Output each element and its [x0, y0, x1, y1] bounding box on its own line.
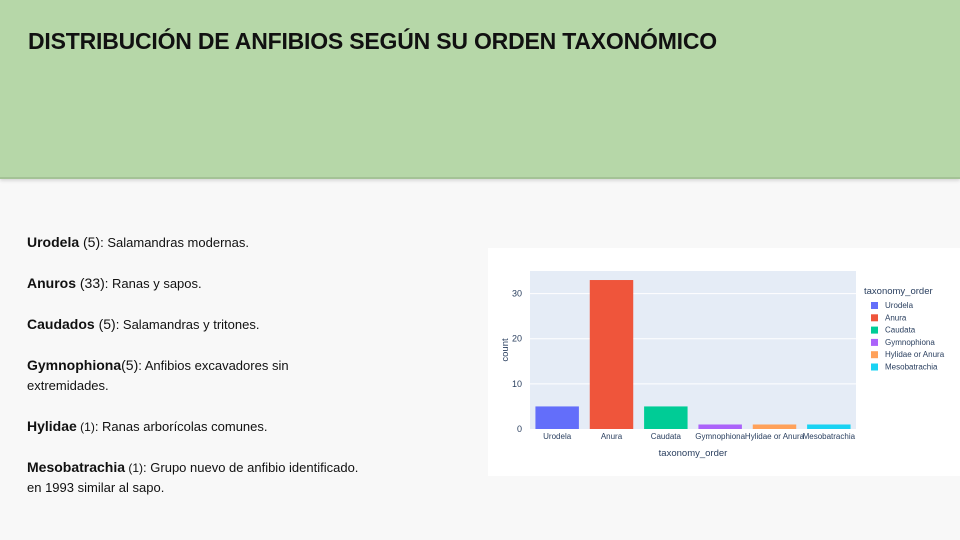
bar-chart: 0 10 20 30 Urodela Anura Caudata Gymnophiona Hyl…	[488, 248, 960, 476]
order-name: Hylidae	[27, 418, 77, 434]
order-desc: : Grupo nuevo de anfibio identificado.	[143, 460, 359, 475]
order-desc: : Ranas arborícolas comunes.	[94, 419, 268, 434]
order-desc: : Ranas y sapos.	[104, 276, 202, 291]
legend-label: Gymnophiona	[885, 338, 935, 347]
plot-area	[530, 271, 856, 429]
order-count: (1)	[76, 420, 95, 434]
x-axis-title: taxonomy_order	[659, 448, 728, 459]
order-name: Urodela	[27, 234, 80, 250]
order-desc-cont: en 1993 similar al sapo.	[27, 480, 165, 495]
order-description-list: Urodela (5): Salamandras modernas. Anuro…	[27, 232, 372, 498]
list-item: Mesobatrachia (1): Grupo nuevo de anfibi…	[27, 457, 372, 498]
order-desc: : Anfibios excavadores sin	[138, 358, 289, 373]
bar	[752, 424, 797, 429]
bar	[807, 424, 851, 429]
bar	[589, 280, 634, 429]
legend-label: Urodela	[885, 301, 914, 310]
bar	[644, 406, 688, 429]
legend-swatch	[871, 338, 878, 346]
list-item: Anuros (33): Ranas y sapos.	[27, 273, 372, 294]
order-desc: : Salamandras y tritones.	[115, 317, 260, 332]
bar	[535, 406, 579, 429]
legend-label: Caudata	[885, 326, 916, 335]
legend-label: Anura	[885, 313, 907, 322]
y-tick-label: 0	[517, 424, 522, 434]
x-tick-label: Caudata	[651, 432, 682, 441]
order-name: Caudados	[27, 316, 95, 332]
legend-label: Mesobatrachia	[885, 363, 938, 372]
header-banner: DISTRIBUCIÓN DE ANFIBIOS SEGÚN SU ORDEN …	[0, 0, 960, 179]
x-tick-label: Urodela	[543, 432, 572, 441]
order-name: Gymnophiona	[27, 357, 122, 373]
list-item: Hylidae (1): Ranas arborícolas comunes.	[27, 416, 372, 437]
order-count: (5)	[79, 234, 101, 250]
order-count: (5)	[121, 357, 139, 373]
order-desc-cont: extremidades.	[27, 378, 109, 393]
order-name: Mesobatrachia	[27, 459, 126, 475]
x-tick-label: Mesobatrachia	[803, 432, 856, 441]
legend-swatch	[871, 351, 878, 359]
order-count: (33)	[76, 275, 105, 291]
slide-title: DISTRIBUCIÓN DE ANFIBIOS SEGÚN SU ORDEN …	[28, 28, 717, 54]
x-tick-label: Gymnophiona	[695, 432, 745, 441]
legend-title: taxonomy_order	[864, 286, 933, 297]
y-tick-label: 10	[512, 379, 522, 389]
legend-label: Hylidae or Anura	[885, 350, 945, 359]
order-desc: : Salamandras modernas.	[100, 235, 249, 250]
legend-swatch	[871, 302, 878, 309]
order-count: (5)	[94, 316, 116, 332]
order-name: Anuros	[27, 275, 76, 291]
y-tick-label: 30	[512, 289, 522, 299]
legend-swatch	[871, 314, 878, 322]
list-item: Gymnophiona(5): Anfibios excavadores sin…	[27, 355, 372, 396]
list-item: Caudados (5): Salamandras y tritones.	[27, 314, 372, 335]
legend-swatch	[871, 326, 878, 334]
bar	[698, 424, 742, 429]
list-item: Urodela (5): Salamandras modernas.	[27, 232, 372, 253]
x-tick-label: Anura	[601, 432, 623, 441]
order-count: (1)	[125, 461, 144, 475]
x-tick-label: Hylidae or Anura	[745, 432, 805, 441]
y-tick-label: 20	[512, 334, 522, 344]
legend-swatch	[871, 363, 878, 371]
y-axis-title: count	[500, 338, 511, 362]
